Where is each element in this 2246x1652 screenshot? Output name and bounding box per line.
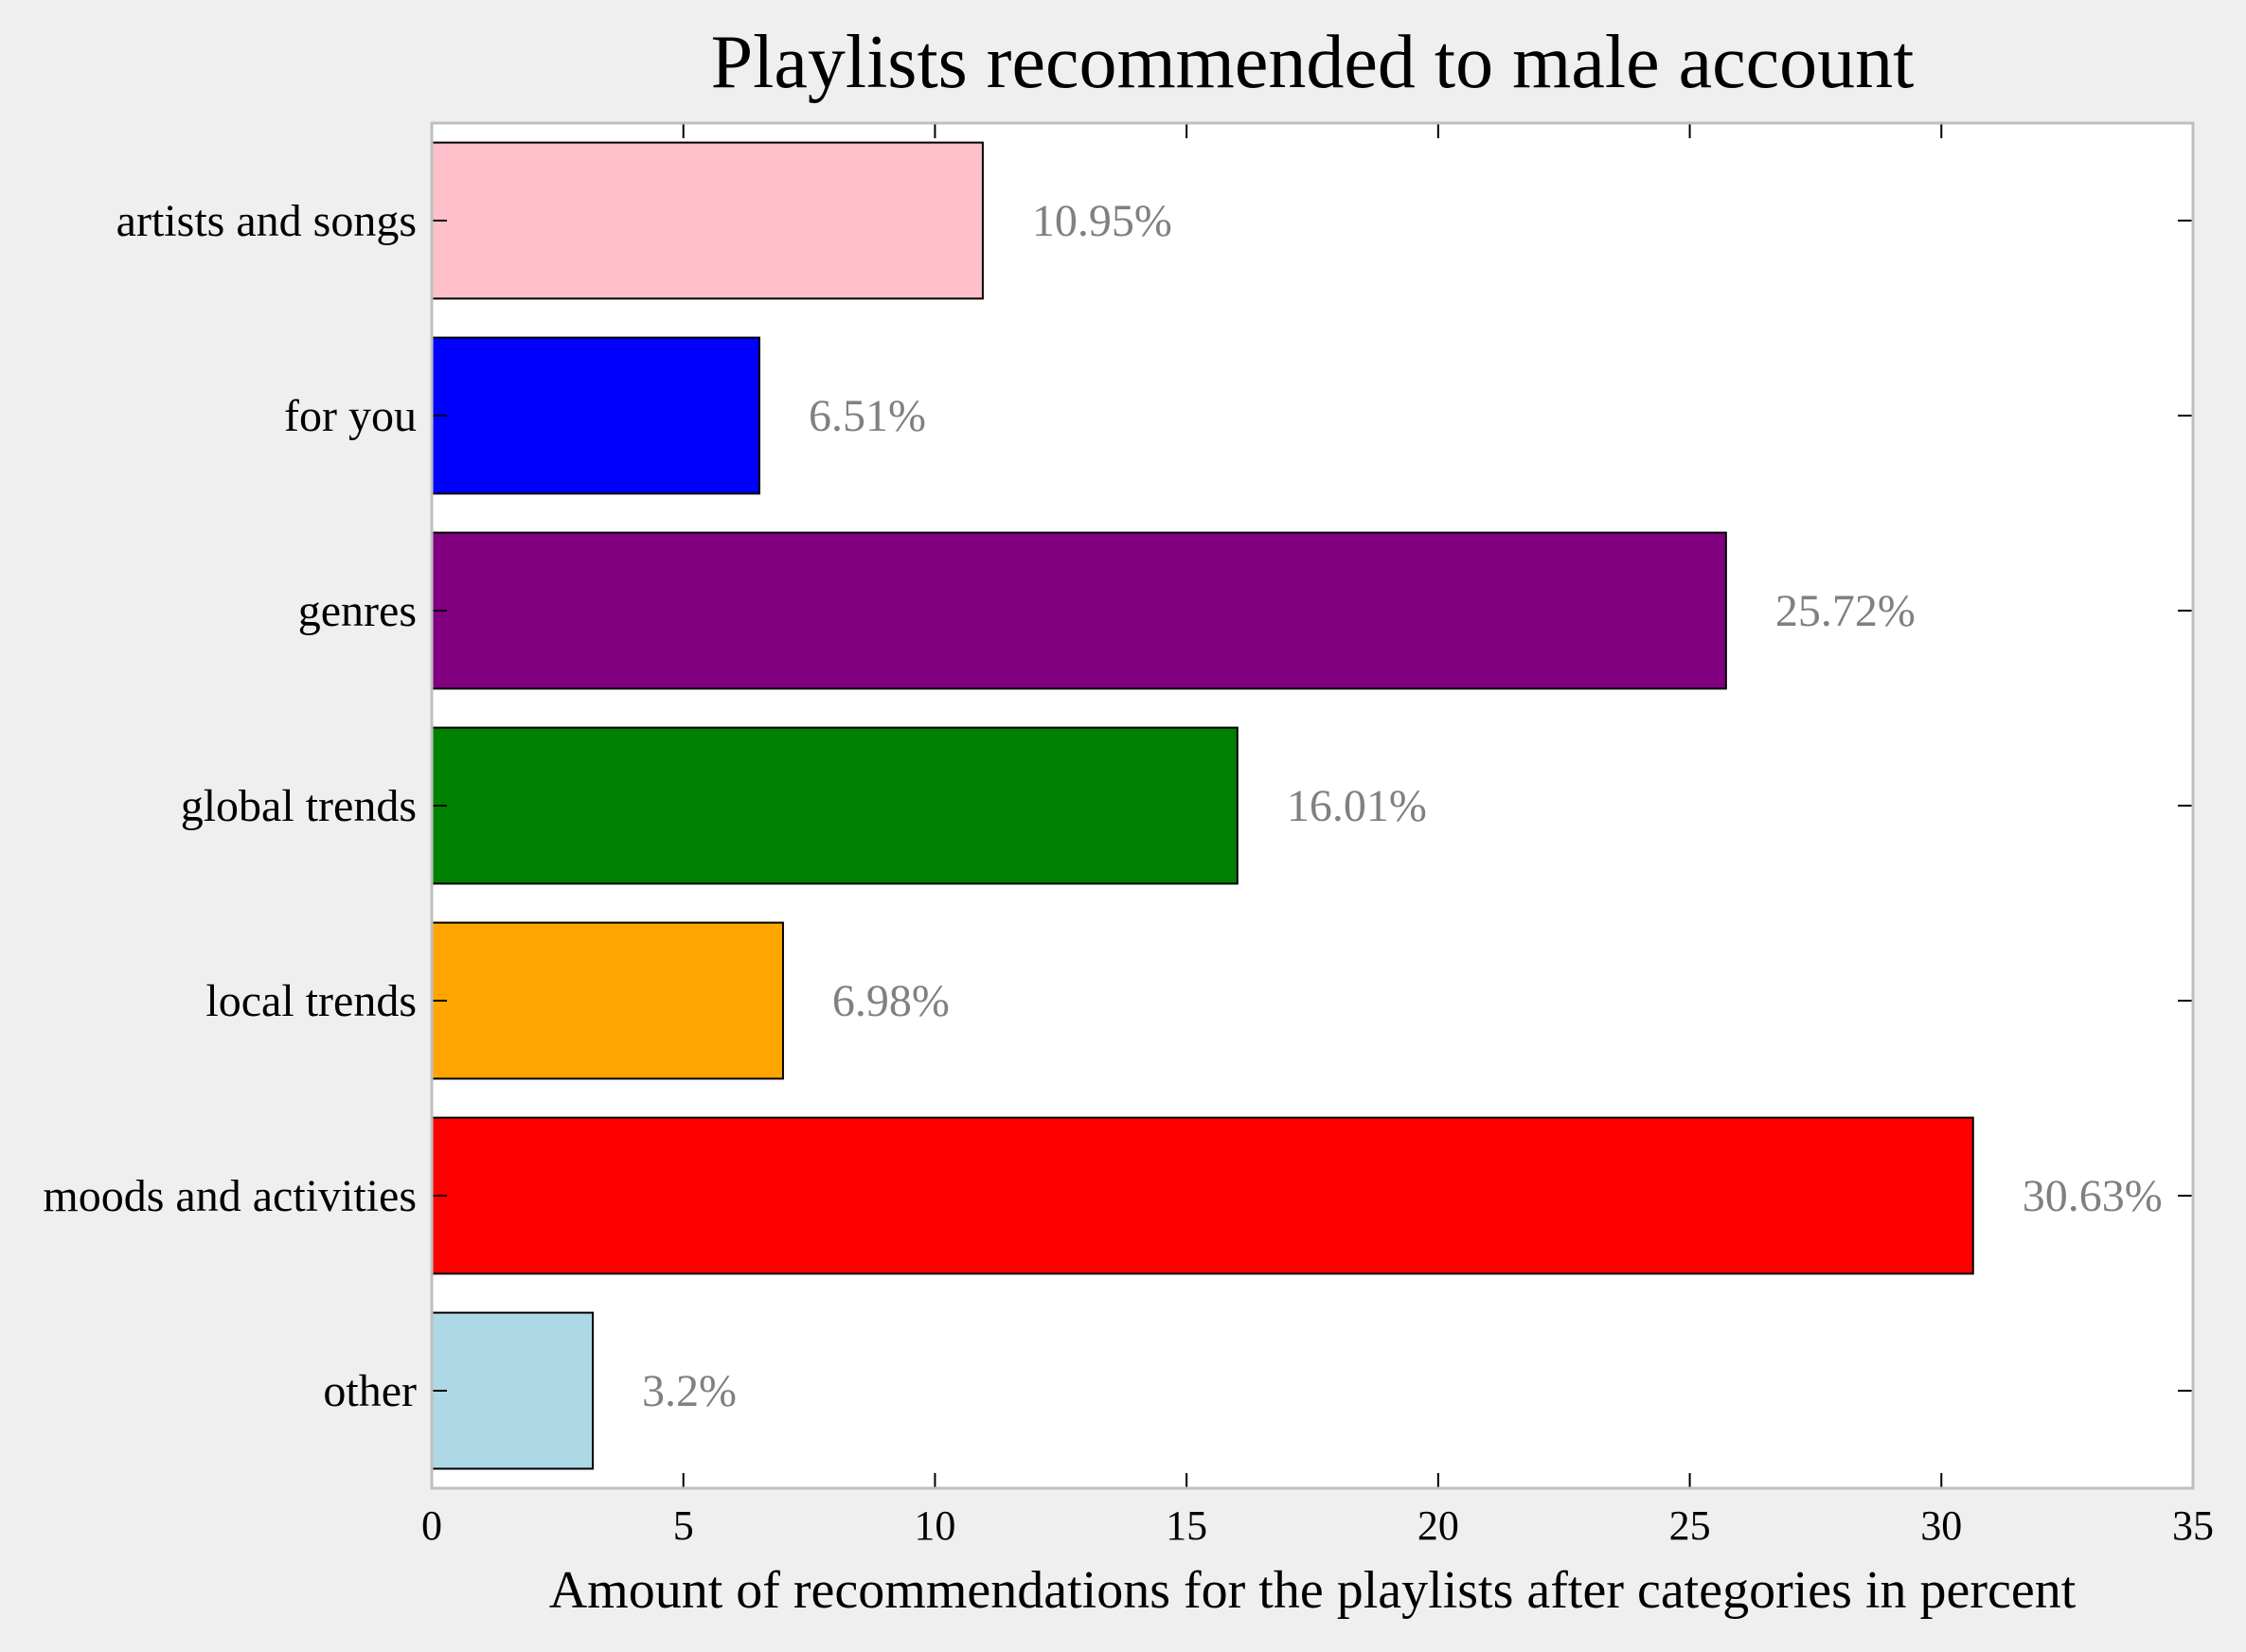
bar-genres (431, 531, 1727, 690)
x-tick-label: 0 (421, 1502, 442, 1549)
plot-frame (430, 121, 2195, 1490)
bar-artists-and-songs (431, 141, 984, 300)
bars-layer (431, 141, 1974, 1470)
chart-title: Playlists recommended to male account (711, 21, 1915, 104)
value-label-artists-and-songs: 10.95% (1032, 196, 1172, 246)
category-label-local-trends: local trends (205, 976, 417, 1026)
x-tick-labels: 0 5 10 15 20 25 30 35 (421, 1502, 2214, 1549)
value-label-for-you: 6.51% (809, 391, 926, 441)
value-label-genres: 25.72% (1775, 586, 1916, 636)
value-labels-layer: 10.95% 6.51% 25.72% 16.01% 6.98% 30.63% 3.2% (642, 196, 2163, 1416)
x-tick-label: 10 (914, 1502, 955, 1549)
x-tick-label: 20 (1417, 1502, 1459, 1549)
category-label-other: other (323, 1366, 417, 1416)
category-label-artists-and-songs: artists and songs (116, 196, 417, 246)
value-label-global-trends: 16.01% (1287, 781, 1427, 831)
category-label-for-you: for you (284, 391, 417, 441)
bar-for-you (431, 336, 760, 495)
x-tick-label: 35 (2172, 1502, 2214, 1549)
bar-global-trends (431, 726, 1239, 885)
value-label-moods-and-activities: 30.63% (2023, 1171, 2163, 1221)
value-label-local-trends: 6.98% (832, 976, 950, 1026)
x-tick-label: 25 (1669, 1502, 1711, 1549)
value-label-other: 3.2% (642, 1366, 737, 1416)
category-label-global-trends: global trends (181, 781, 417, 831)
x-tick-label: 5 (673, 1502, 694, 1549)
category-label-genres: genres (298, 586, 417, 636)
x-tick-label: 30 (1920, 1502, 1962, 1549)
bar-local-trends (431, 921, 784, 1080)
x-tick-label: 15 (1166, 1502, 1207, 1549)
category-label-moods-and-activities: moods and activities (43, 1171, 417, 1221)
bar-moods-and-activities (431, 1116, 1974, 1275)
bar-other (431, 1311, 595, 1470)
x-axis-label: Amount of recommendations for the playli… (549, 1561, 2077, 1620)
y-category-labels: artists and songs for you genres global tre… (43, 196, 417, 1416)
